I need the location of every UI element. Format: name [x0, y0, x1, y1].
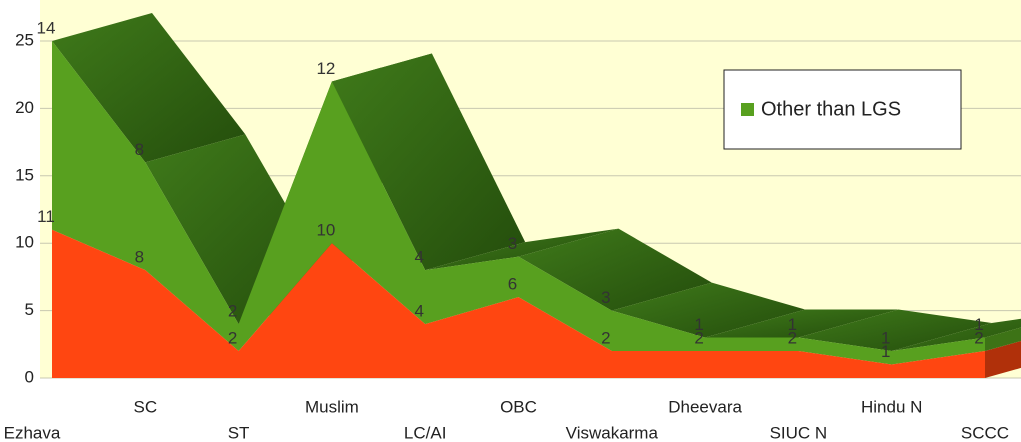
top-face [52, 13, 246, 163]
x-tick-label: SIUC N [770, 423, 828, 442]
data-label: 4 [414, 302, 423, 321]
y-tick-label: 15 [15, 165, 34, 184]
data-label: 4 [414, 248, 423, 267]
legend-swatch [741, 103, 754, 116]
data-label: 12 [316, 59, 335, 78]
y-tick-label: 10 [15, 233, 34, 252]
top-face [611, 282, 806, 338]
data-label: 2 [228, 329, 237, 348]
data-label: 1 [881, 342, 890, 361]
side-face [985, 340, 1021, 378]
area [52, 41, 985, 365]
y-tick-label: 5 [25, 300, 34, 319]
data-label: 2 [601, 329, 610, 348]
data-label: 3 [508, 234, 517, 253]
x-tick-label: Ezhava [4, 423, 61, 442]
top-face [425, 228, 619, 271]
data-label: 14 [37, 18, 56, 37]
data-label: 1 [694, 315, 703, 334]
legend-label: Other than LGS [761, 98, 901, 120]
x-tick-label: Dheevara [668, 397, 742, 416]
data-label: 2 [788, 329, 797, 348]
x-tick-label: LC/AI [404, 423, 447, 442]
data-label: 11 [37, 207, 55, 226]
data-label: 1 [881, 329, 890, 348]
data-label: 8 [135, 248, 144, 267]
data-label: 2 [228, 302, 237, 321]
data-label: 6 [508, 275, 517, 294]
data-label: 1 [974, 315, 983, 334]
x-tick-label: OBC [500, 397, 537, 416]
x-tick-label: Hindu N [861, 397, 922, 416]
area [52, 229, 985, 378]
data-label: 3 [601, 288, 610, 307]
x-tick-label: ST [228, 423, 250, 442]
data-label: 2 [974, 329, 983, 348]
top-face [518, 228, 712, 311]
x-tick-label: Muslim [305, 397, 359, 416]
y-tick-label: 0 [25, 367, 34, 386]
x-tick-label: SC [133, 397, 157, 416]
top-face [891, 318, 1021, 352]
side-face [985, 327, 1021, 352]
top-face [331, 53, 526, 271]
data-label: 1 [788, 315, 797, 334]
legend-box [723, 69, 962, 150]
data-label: 10 [316, 221, 335, 240]
data-label: 2 [694, 329, 703, 348]
data-label: 8 [135, 140, 144, 159]
top-face [798, 309, 992, 352]
y-tick-label: 25 [15, 30, 34, 49]
x-tick-label: Viswakarma [566, 423, 659, 442]
x-tick-label: SCCC [961, 423, 1009, 442]
top-face [705, 309, 899, 338]
y-tick-label: 20 [15, 98, 34, 117]
